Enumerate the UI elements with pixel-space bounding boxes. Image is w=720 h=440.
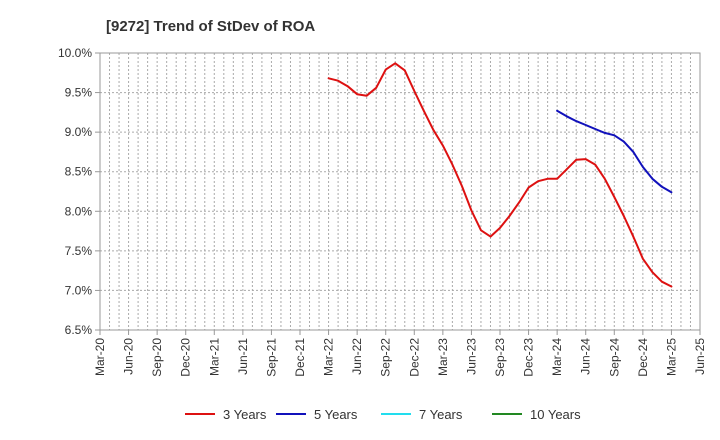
x-tick-label: Sep-24 — [607, 338, 621, 377]
x-tick-label: Jun-25 — [693, 338, 707, 375]
y-tick-label: 7.5% — [65, 244, 93, 258]
x-tick-label: Jun-24 — [579, 338, 593, 375]
x-tick-label: Mar-20 — [93, 338, 107, 376]
x-tick-label: Dec-20 — [179, 338, 193, 377]
x-tick-label: Mar-25 — [664, 338, 678, 376]
y-tick-label: 9.5% — [65, 86, 93, 100]
x-tick-label: Jun-23 — [464, 338, 478, 375]
y-tick-label: 8.0% — [65, 204, 93, 218]
x-tick-label: Dec-23 — [522, 338, 536, 377]
x-tick-label: Dec-24 — [636, 338, 650, 377]
x-tick-label: Sep-21 — [264, 338, 278, 377]
y-tick-label: 9.0% — [65, 125, 93, 139]
plot-area — [99, 52, 701, 331]
legend-label-10-years: 10 Years — [530, 407, 581, 422]
grid — [100, 53, 700, 330]
y-tick-label: 6.5% — [65, 323, 93, 337]
legend-label-5-years: 5 Years — [314, 407, 358, 422]
x-tick-label: Mar-22 — [322, 338, 336, 376]
x-tick-label: Jun-21 — [236, 338, 250, 375]
y-tick-label: 7.0% — [65, 283, 93, 297]
x-tick-label: Sep-23 — [493, 338, 507, 377]
legend: 3 Years 5 Years 7 Years 10 Years — [185, 407, 581, 422]
x-tick-label: Dec-21 — [293, 338, 307, 377]
y-tick-label: 8.5% — [65, 165, 93, 179]
chart-title: [9272] Trend of StDev of ROA — [106, 18, 315, 35]
x-tick-label: Mar-21 — [207, 338, 221, 376]
x-tick-label: Jun-20 — [122, 338, 136, 375]
x-tick-label: Mar-23 — [436, 338, 450, 376]
series-lines — [327, 62, 673, 288]
y-axis: 6.5% 7.0% 7.5% 8.0% 8.5% 9.0% 9.5% 10.0% — [58, 46, 100, 337]
x-tick-label: Dec-22 — [407, 338, 421, 377]
x-tick-label: Mar-24 — [550, 338, 564, 376]
x-tick-label: Sep-22 — [379, 338, 393, 377]
x-tick-label: Jun-22 — [350, 338, 364, 375]
series-line-5-years — [556, 109, 673, 194]
x-tick-label: Sep-20 — [150, 338, 164, 377]
legend-label-3-years: 3 Years — [223, 407, 267, 422]
series-line-3-years — [327, 62, 673, 288]
y-tick-label: 10.0% — [58, 46, 92, 60]
x-axis: Mar-20 Jun-20 Sep-20 Dec-20 Mar-21 Jun-21 Sep-… — [93, 330, 707, 377]
legend-label-7-years: 7 Years — [419, 407, 463, 422]
